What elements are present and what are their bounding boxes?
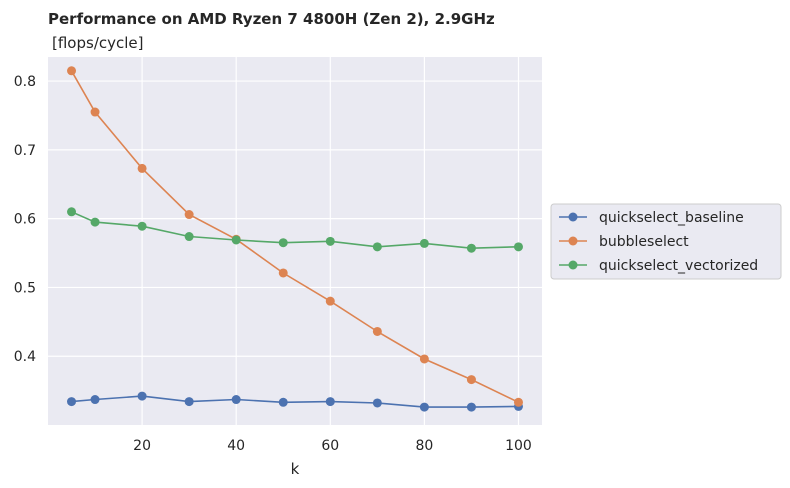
series-quickselect_baseline <box>67 391 523 412</box>
legend-item: quickselect_vectorized <box>559 258 758 274</box>
data-point <box>466 375 476 385</box>
data-point <box>137 163 147 173</box>
data-point <box>419 238 429 248</box>
data-point <box>137 391 147 401</box>
legend-item: quickselect_baseline <box>559 210 744 226</box>
plot-area <box>48 57 542 425</box>
data-point <box>466 243 476 253</box>
legend-marker <box>568 260 578 270</box>
x-tick-label: 60 <box>321 438 339 454</box>
legend-marker <box>568 236 578 246</box>
data-point <box>325 397 335 407</box>
series-quickselect_vectorized <box>67 207 523 253</box>
data-point <box>372 326 382 336</box>
series-group <box>67 66 523 412</box>
y-axis-ticks: 0.4 0.5 0.6 0.7 0.8 <box>14 74 36 365</box>
legend: quickselect_baseline bubbleselect quicksel… <box>550 203 782 280</box>
legend-label: bubbleselect <box>599 234 689 250</box>
x-tick-label: 80 <box>415 438 433 454</box>
legend-marker <box>568 212 578 222</box>
legend-item: bubbleselect <box>559 234 689 250</box>
legend-box <box>550 203 782 280</box>
data-point <box>90 395 100 405</box>
y-tick-label: 0.6 <box>14 212 36 228</box>
data-point <box>513 397 523 407</box>
data-point <box>90 217 100 227</box>
x-axis-ticks: 20 40 60 80 100 <box>133 438 532 454</box>
y-tick-label: 0.7 <box>14 143 36 159</box>
x-tick-label: 20 <box>133 438 151 454</box>
data-point <box>231 395 241 405</box>
y-tick-label: 0.4 <box>14 349 36 365</box>
x-tick-label: 40 <box>227 438 245 454</box>
x-axis-label: k <box>291 460 300 478</box>
data-point <box>231 235 241 245</box>
data-point <box>325 236 335 246</box>
data-point <box>372 398 382 408</box>
data-point <box>513 242 523 252</box>
data-point <box>67 207 77 217</box>
data-point <box>278 238 288 248</box>
data-point <box>325 296 335 306</box>
chart-title: Performance on AMD Ryzen 7 4800H (Zen 2)… <box>48 10 495 28</box>
data-point <box>67 397 77 407</box>
data-point <box>137 221 147 231</box>
data-point <box>372 242 382 252</box>
data-point <box>419 354 429 364</box>
data-point <box>67 66 77 76</box>
chart-subtitle: [flops/cycle] <box>52 34 144 52</box>
data-point <box>184 232 194 242</box>
data-point <box>90 107 100 117</box>
data-point <box>466 402 476 412</box>
data-point <box>184 210 194 220</box>
y-tick-label: 0.8 <box>14 74 36 90</box>
data-point <box>278 397 288 407</box>
legend-label: quickselect_baseline <box>599 210 744 226</box>
data-point <box>184 397 194 407</box>
data-point <box>278 268 288 278</box>
y-tick-label: 0.5 <box>14 280 36 296</box>
legend-label: quickselect_vectorized <box>599 258 758 274</box>
data-point <box>419 402 429 412</box>
x-tick-label: 100 <box>505 438 532 454</box>
